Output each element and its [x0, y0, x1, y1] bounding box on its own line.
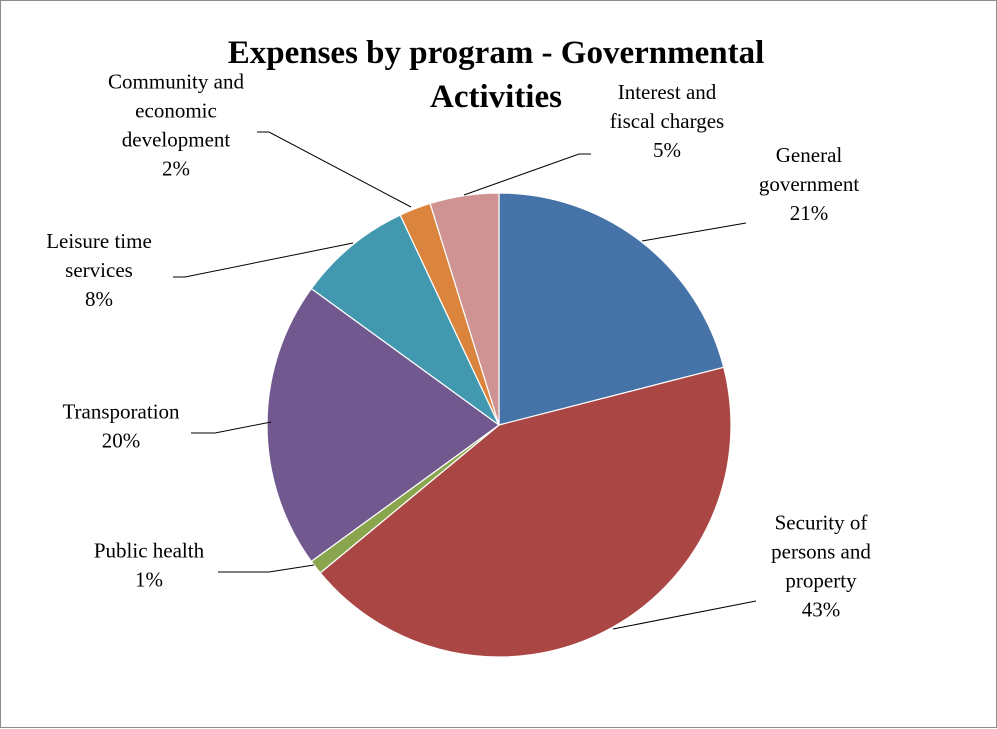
- data-label: General government 21%: [759, 143, 859, 225]
- data-label-name: Interest and: [618, 80, 717, 104]
- data-label-name: Transporation: [62, 400, 180, 424]
- leader-line: [641, 222, 747, 242]
- data-label-percent: 43%: [802, 598, 841, 622]
- data-label: Leisure time services 8%: [46, 229, 152, 311]
- data-label-name: Security of: [775, 511, 868, 535]
- data-label: Security of persons and property 43%: [771, 511, 871, 622]
- data-label-percent: 1%: [135, 568, 163, 592]
- leader-lines: [173, 131, 757, 630]
- pie-slice-transporation: [266, 287, 501, 563]
- data-label-percent: 20%: [102, 429, 141, 453]
- data-label-name: economic: [135, 99, 217, 123]
- data-label-name: fiscal charges: [610, 109, 724, 133]
- pie-slice-interest-and-fiscal-charges: [429, 192, 500, 426]
- pie-slice-leisure-time-services: [310, 214, 500, 426]
- chart-title-line-1: Expenses by program - Governmental: [228, 35, 765, 71]
- data-label-name: Leisure time: [46, 229, 152, 253]
- data-label-percent: 5%: [653, 138, 681, 162]
- leader-line: [191, 421, 272, 434]
- data-label: Public health 1%: [94, 539, 205, 592]
- leader-line: [612, 600, 757, 630]
- pie-slice-security-of-persons-and-property: [319, 366, 732, 658]
- data-label-name: Community and: [108, 70, 244, 94]
- leader-line: [257, 131, 412, 208]
- data-label-name: persons and: [771, 540, 871, 564]
- data-label: Interest and fiscal charges 5%: [610, 80, 724, 162]
- pie-slice-general-government: [498, 192, 725, 426]
- data-label: Transporation 20%: [62, 400, 180, 453]
- data-label-name: development: [122, 128, 231, 152]
- leader-line: [463, 153, 591, 196]
- data-label-percent: 2%: [162, 157, 190, 181]
- pie-slices: [266, 192, 732, 658]
- data-label: Community and economic development 2%: [108, 70, 244, 181]
- data-label-name: government: [759, 172, 859, 196]
- data-labels: General government 21% Security of persons a…: [46, 70, 871, 622]
- chart-title-line-2: Activities: [430, 79, 562, 115]
- data-label-name: Public health: [94, 539, 205, 563]
- leader-line: [218, 564, 315, 573]
- data-label-name: property: [785, 569, 857, 593]
- data-label-percent: 8%: [85, 287, 113, 311]
- data-label-percent: 21%: [790, 201, 829, 225]
- data-label-name: General: [776, 143, 843, 167]
- leader-line: [173, 242, 354, 278]
- data-label-name: services: [65, 258, 133, 282]
